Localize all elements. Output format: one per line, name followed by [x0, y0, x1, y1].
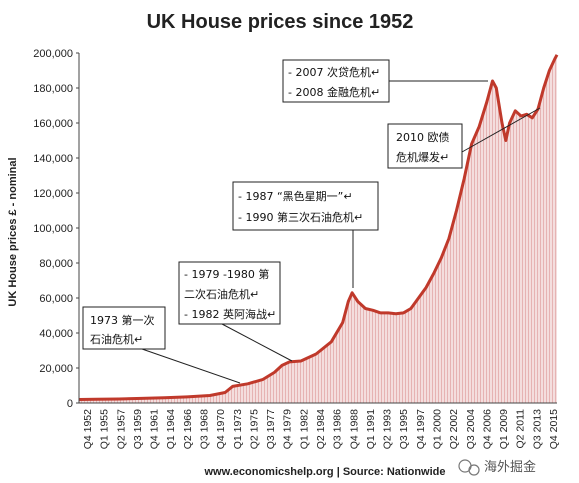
x-tick-label: Q2 1957: [115, 409, 127, 449]
y-tick-label: 100,000: [33, 223, 73, 235]
x-tick-label: Q1 1964: [165, 409, 177, 449]
y-tick-label: 40,000: [39, 328, 73, 340]
x-tick-label: Q4 1988: [348, 409, 360, 449]
y-tick-label: 80,000: [39, 258, 73, 270]
annotation-text: 二次石油危机↵: [184, 287, 259, 301]
x-tick-label: Q2 1966: [182, 409, 194, 449]
x-tick-label: Q4 2015: [548, 409, 560, 449]
chart-title: UK House prices since 1952: [147, 11, 414, 33]
y-tick-label: 140,000: [33, 153, 73, 165]
annotation-text: - 2008 金融危机↵: [288, 85, 380, 99]
annotation-2007-2008: - 2007 次贷危机↵ - 2008 金融危机↵: [282, 59, 488, 103]
y-tick-label: 200,000: [33, 48, 73, 60]
x-tick-label: Q4 2006: [481, 409, 493, 449]
watermark: 海外掘金: [458, 459, 536, 476]
annotation-text: - 1987 “黑色星期一”↵: [238, 189, 353, 203]
x-tick-label: Q3 1959: [132, 409, 144, 449]
x-tick-label: Q3 1995: [398, 409, 410, 449]
x-tick-label: Q1 1973: [232, 409, 244, 449]
annotation-text: - 1979 -1980 第: [184, 267, 269, 281]
annotation-1987-1990: - 1987 “黑色星期一”↵ - 1990 第三次石油危机↵: [232, 181, 379, 288]
y-tick-label: 60,000: [39, 293, 73, 305]
x-tick-label: Q1 2000: [432, 409, 444, 449]
annotation-text: 2010 欧债: [396, 130, 450, 144]
x-tick-label: Q3 2013: [531, 409, 543, 449]
y-tick-label: 0: [67, 398, 73, 410]
annotation-1979-1982: - 1979 -1980 第 二次石油危机↵ - 1982 英阿海战↵: [178, 261, 293, 362]
x-tick-label: Q3 1977: [265, 409, 277, 449]
annotation-text: - 1990 第三次石油危机↵: [238, 210, 363, 224]
x-tick-label: Q1 2009: [498, 409, 510, 449]
price-line: [78, 54, 559, 401]
annotation-arrow: [141, 348, 241, 384]
y-tick-label: 160,000: [33, 118, 73, 130]
y-axis-label: UK House prices £ - nominal: [7, 157, 19, 306]
annotation-arrow: [221, 323, 293, 362]
x-tick-label: Q3 1986: [332, 409, 344, 449]
x-tick-label: Q2 2011: [515, 409, 527, 449]
x-tick-label: Q4 1979: [282, 409, 294, 449]
y-tick-label: 20,000: [39, 363, 73, 375]
annotation-1973: 1973 第一次 石油危机↵: [82, 306, 241, 384]
x-axis-ticks: Q4 1952 Q1 1955 Q2 1957 Q3 1959 Q4 1961 Q1 19…: [82, 409, 560, 449]
annotation-2010: 2010 欧债 危机爆发↵: [387, 107, 541, 169]
price-area: [79, 54, 557, 404]
x-tick-label: Q1 1991: [365, 409, 377, 449]
x-tick-label: Q2 2002: [448, 409, 460, 449]
annotation-text: 1973 第一次: [90, 313, 155, 327]
x-tick-label: Q1 1955: [99, 409, 111, 449]
x-tick-label: Q4 1970: [215, 409, 227, 449]
annotation-text: 危机爆发↵: [396, 150, 449, 164]
y-axis-ticks: 0 20,000 40,000 60,000 80,000 100,000 120,000 1…: [33, 48, 79, 410]
x-tick-label: Q2 1975: [248, 409, 260, 449]
source-caption: www.economicshelp.org | Source: Nationwi…: [203, 466, 445, 478]
y-tick-label: 180,000: [33, 83, 73, 95]
wechat-icon-bubble: [468, 464, 480, 476]
annotation-text: - 1982 英阿海战↵: [184, 307, 276, 321]
x-tick-label: Q4 1997: [415, 409, 427, 449]
x-tick-label: Q1 1982: [298, 409, 310, 449]
x-tick-label: Q3 2004: [465, 409, 477, 449]
watermark-text: 海外掘金: [484, 459, 536, 475]
annotation-arrow: [461, 107, 541, 153]
x-tick-label: Q2 1993: [382, 409, 394, 449]
x-tick-label: Q2 1984: [315, 409, 327, 449]
annotation-text: - 2007 次贷危机↵: [288, 65, 380, 79]
x-tick-label: Q4 1952: [82, 409, 94, 449]
x-tick-label: Q3 1968: [199, 409, 211, 449]
x-tick-label: Q4 1961: [149, 409, 161, 449]
y-tick-label: 120,000: [33, 188, 73, 200]
annotation-text: 石油危机↵: [90, 332, 143, 346]
